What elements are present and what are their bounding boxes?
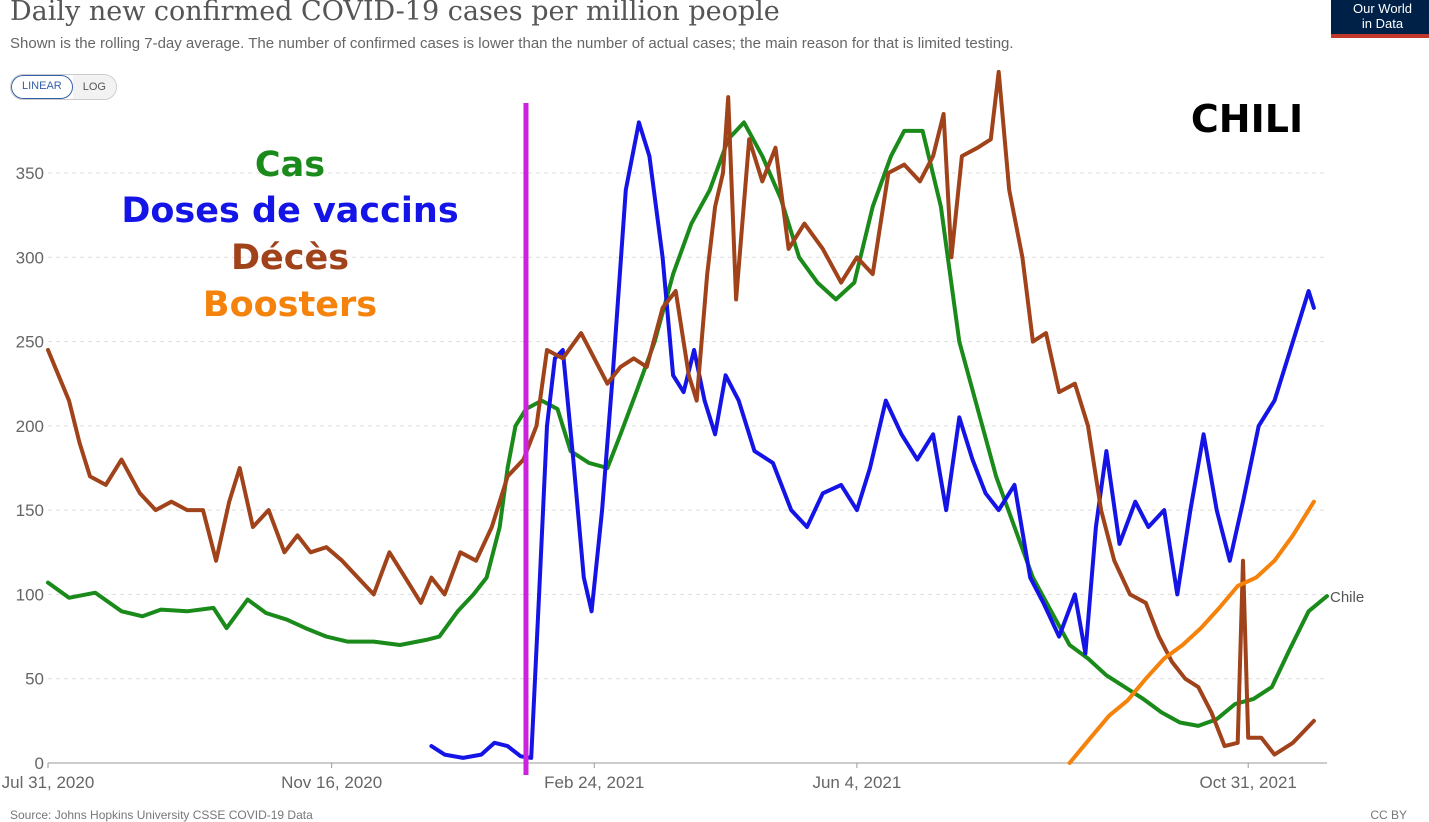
- legend-label-2: Décès: [231, 238, 349, 278]
- logo-line-2: in Data: [1361, 16, 1404, 31]
- owid-logo[interactable]: Our World in Data: [1331, 0, 1429, 38]
- linear-scale-button[interactable]: LINEAR: [11, 75, 73, 99]
- series-end-label: Chile: [1330, 589, 1364, 606]
- country-title: CHILI: [1191, 97, 1303, 141]
- y-tick-label: 300: [16, 248, 44, 267]
- series-line-cas: [46, 120, 1329, 728]
- legend-label-3: Boosters: [203, 285, 377, 325]
- y-tick-label: 0: [35, 754, 44, 773]
- x-tick-label: Oct 31, 2021: [1200, 773, 1297, 792]
- log-scale-button[interactable]: LOG: [72, 75, 116, 99]
- y-tick-label: 150: [16, 501, 44, 520]
- x-tick-label: Jun 4, 2021: [812, 773, 901, 792]
- x-axis-ticks: Jul 31, 2020 Nov 16, 2020 Feb 24, 2021 Jun …: [2, 763, 1297, 792]
- y-tick-label: 50: [25, 670, 44, 689]
- scale-toggle: LINEAR LOG: [10, 74, 117, 100]
- source-note: Source: Johns Hopkins University CSSE CO…: [10, 808, 313, 822]
- annotation-overlay: Chile CHILI Cas Doses de vaccins Décès Booste…: [121, 97, 1364, 775]
- legend-label-1: Doses de vaccins: [121, 191, 458, 231]
- legend-label-0: Cas: [255, 145, 325, 185]
- series-lines: [46, 69, 1329, 765]
- series-line-doses-de-vaccins: [429, 120, 1316, 760]
- logo-line-1: Our World: [1353, 1, 1412, 16]
- x-tick-label: Nov 16, 2020: [281, 773, 382, 792]
- license-note: CC BY: [1370, 808, 1407, 822]
- series-line-d-c-s: [46, 69, 1316, 757]
- x-tick-label: Feb 24, 2021: [544, 773, 644, 792]
- y-tick-label: 250: [16, 333, 44, 352]
- chart-subtitle: Shown is the rolling 7-day average. The …: [10, 35, 1014, 52]
- y-tick-label: 350: [16, 164, 44, 183]
- chart-title: Daily new confirmed COVID-19 cases per m…: [10, 0, 780, 27]
- x-tick-label: Jul 31, 2020: [2, 773, 95, 792]
- y-tick-label: 200: [16, 417, 44, 436]
- y-tick-label: 100: [16, 585, 44, 604]
- series-line-boosters: [1067, 499, 1316, 765]
- y-axis-ticks: 0 50 100 150 200 250 300 350: [16, 164, 44, 773]
